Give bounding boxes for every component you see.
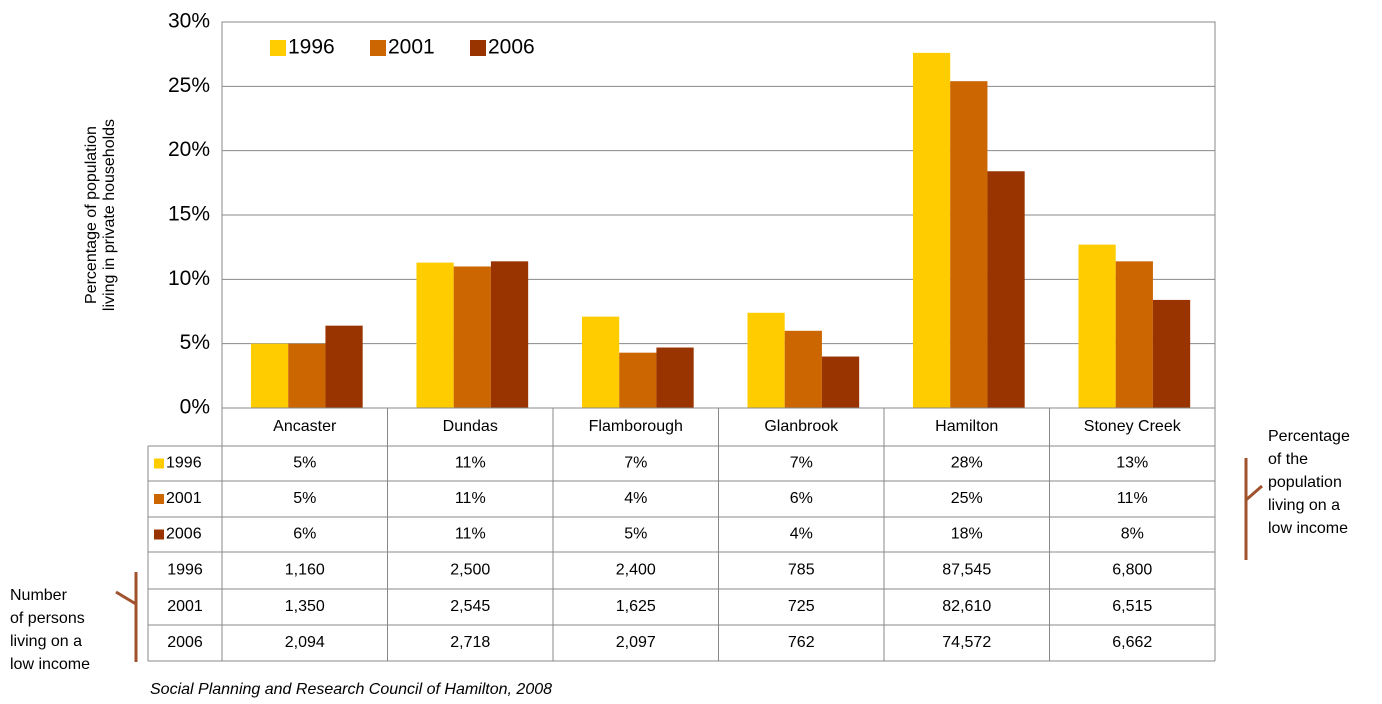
table-cell: 11% (455, 490, 486, 507)
y-axis-label: Percentage of population (83, 126, 100, 304)
bar (950, 81, 988, 408)
y-tick-label: 25% (168, 74, 210, 97)
annotation: Number (10, 587, 68, 604)
table-cell: 13% (1116, 455, 1148, 472)
table-row-label: 2006 (167, 634, 203, 651)
bar (490, 261, 529, 408)
table-cell: 11% (455, 455, 486, 472)
bracket (1244, 458, 1263, 560)
legend-swatch (154, 529, 164, 540)
table-cell: 2,097 (616, 634, 656, 651)
table-cell: 725 (788, 598, 815, 615)
legend-swatch (470, 40, 486, 56)
legend-swatch (270, 40, 286, 56)
y-tick-label: 5% (180, 331, 210, 354)
table-cell: 25% (951, 490, 983, 507)
table-cell: 11% (455, 526, 486, 543)
x-tick-label: Stoney Creek (1084, 418, 1182, 435)
table-cell: 6,515 (1112, 598, 1152, 615)
bar (821, 356, 860, 408)
table-cell: 6,800 (1112, 562, 1152, 579)
annotation: of persons (10, 610, 85, 627)
annotation: low income (10, 656, 90, 673)
table-cell: 11% (1117, 490, 1148, 507)
table-row-label: 2001 (166, 490, 202, 507)
x-tick-label: Glanbrook (764, 418, 839, 435)
table-cell: 2,718 (450, 634, 490, 651)
table-cell: 1,160 (285, 562, 325, 579)
table-cell: 2,094 (285, 634, 325, 651)
bar (987, 171, 1025, 408)
table-row-label: 2006 (166, 526, 202, 543)
table-cell: 5% (624, 526, 647, 543)
bar (581, 316, 620, 408)
table-cell: 28% (951, 455, 983, 472)
table-cell: 6% (293, 526, 316, 543)
y-tick-label: 15% (168, 203, 210, 226)
bar (453, 266, 491, 408)
table-cell: 6,662 (1112, 634, 1152, 651)
annotation: low income (1268, 520, 1348, 537)
bar (912, 52, 951, 408)
table-cell: 74,572 (942, 634, 991, 651)
y-tick-label: 20% (168, 138, 210, 161)
bar (416, 262, 454, 408)
table-cell: 5% (293, 490, 316, 507)
y-axis-label: living in private households (101, 119, 118, 311)
table-cell: 1,625 (616, 598, 656, 615)
bar (747, 312, 785, 408)
annotation: living on a (1268, 497, 1340, 514)
table-cell: 7% (624, 455, 647, 472)
bar (1078, 244, 1116, 408)
source: Social Planning and Research Council of … (150, 681, 552, 698)
table-row-label: 1996 (167, 562, 203, 579)
x-tick-label: Hamilton (935, 418, 998, 435)
table-cell: 762 (788, 634, 815, 651)
table-cell: 8% (1121, 526, 1144, 543)
x-tick-label: Ancaster (273, 418, 337, 435)
table-cell: 785 (788, 562, 815, 579)
y-tick-label: 10% (168, 267, 210, 290)
table-cell: 2,545 (450, 598, 490, 615)
table-cell: 82,610 (942, 598, 991, 615)
legend-label: 1996 (288, 36, 335, 59)
annotation: population (1268, 474, 1342, 491)
bar (1115, 261, 1153, 408)
table-cell: 4% (624, 490, 647, 507)
bar (784, 330, 822, 408)
table-cell: 87,545 (942, 562, 991, 579)
table-cell: 4% (790, 526, 813, 543)
x-tick-label: Flamborough (589, 418, 683, 435)
annotation: of the (1268, 451, 1308, 468)
bar (288, 343, 326, 408)
table-row-label: 1996 (166, 455, 202, 472)
table-cell: 18% (951, 526, 983, 543)
x-tick-label: Dundas (443, 418, 498, 435)
annotation: Percentage (1268, 428, 1350, 445)
table-cell: 1,350 (285, 598, 325, 615)
legend-swatch (154, 494, 164, 504)
table-cell: 2,400 (616, 562, 656, 579)
legend-label: 2001 (388, 36, 435, 59)
bracket (115, 572, 138, 662)
bar (325, 325, 363, 408)
y-tick-label: 30% (168, 10, 210, 33)
table-cell: 7% (790, 455, 813, 472)
y-tick-label: 0% (180, 396, 210, 419)
table-row-label: 2001 (167, 598, 203, 615)
bar (1152, 299, 1191, 408)
table-cell: 2,500 (450, 562, 490, 579)
bar (656, 347, 694, 408)
bar (619, 352, 657, 408)
annotation: living on a (10, 633, 82, 650)
bar (250, 343, 289, 408)
table-cell: 5% (293, 455, 316, 472)
legend-swatch (370, 40, 386, 56)
legend-label: 2006 (488, 36, 535, 59)
table-cell: 6% (790, 490, 813, 507)
legend-swatch (154, 458, 164, 469)
